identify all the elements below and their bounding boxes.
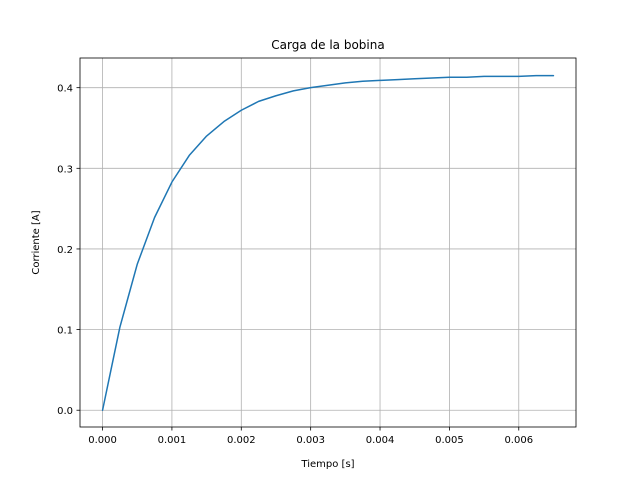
chart-title: Carga de la bobina — [271, 38, 384, 52]
x-tick-label: 0.004 — [366, 435, 395, 446]
x-tick-label: 0.005 — [435, 435, 464, 446]
x-tick-label: 0.002 — [227, 435, 256, 446]
y-tick-label: 0.0 — [57, 406, 73, 417]
y-tick-label: 0.1 — [57, 326, 73, 337]
x-tick-label: 0.001 — [158, 435, 187, 446]
x-axis-label: Tiempo [s] — [300, 459, 354, 470]
series-layer — [101, 74, 555, 411]
x-tick-label: 0.003 — [296, 435, 325, 446]
y-tick-label: 0.4 — [57, 84, 73, 95]
plot-frame — [79, 57, 577, 428]
grid-lines — [80, 58, 576, 427]
y-tick-label: 0.3 — [57, 164, 73, 175]
y-axis-ticks: 0.0 0.1 0.2 0.3 0.4 — [57, 84, 80, 417]
x-tick-label: 0.006 — [504, 435, 533, 446]
x-axis-ticks: 0.000 0.001 0.002 0.003 0.004 0.005 0.006 — [88, 427, 533, 446]
series-line — [101, 74, 555, 411]
y-axis-label: Corriente [A] — [31, 210, 42, 274]
x-tick-label: 0.000 — [88, 435, 117, 446]
y-tick-label: 0.2 — [57, 245, 73, 256]
